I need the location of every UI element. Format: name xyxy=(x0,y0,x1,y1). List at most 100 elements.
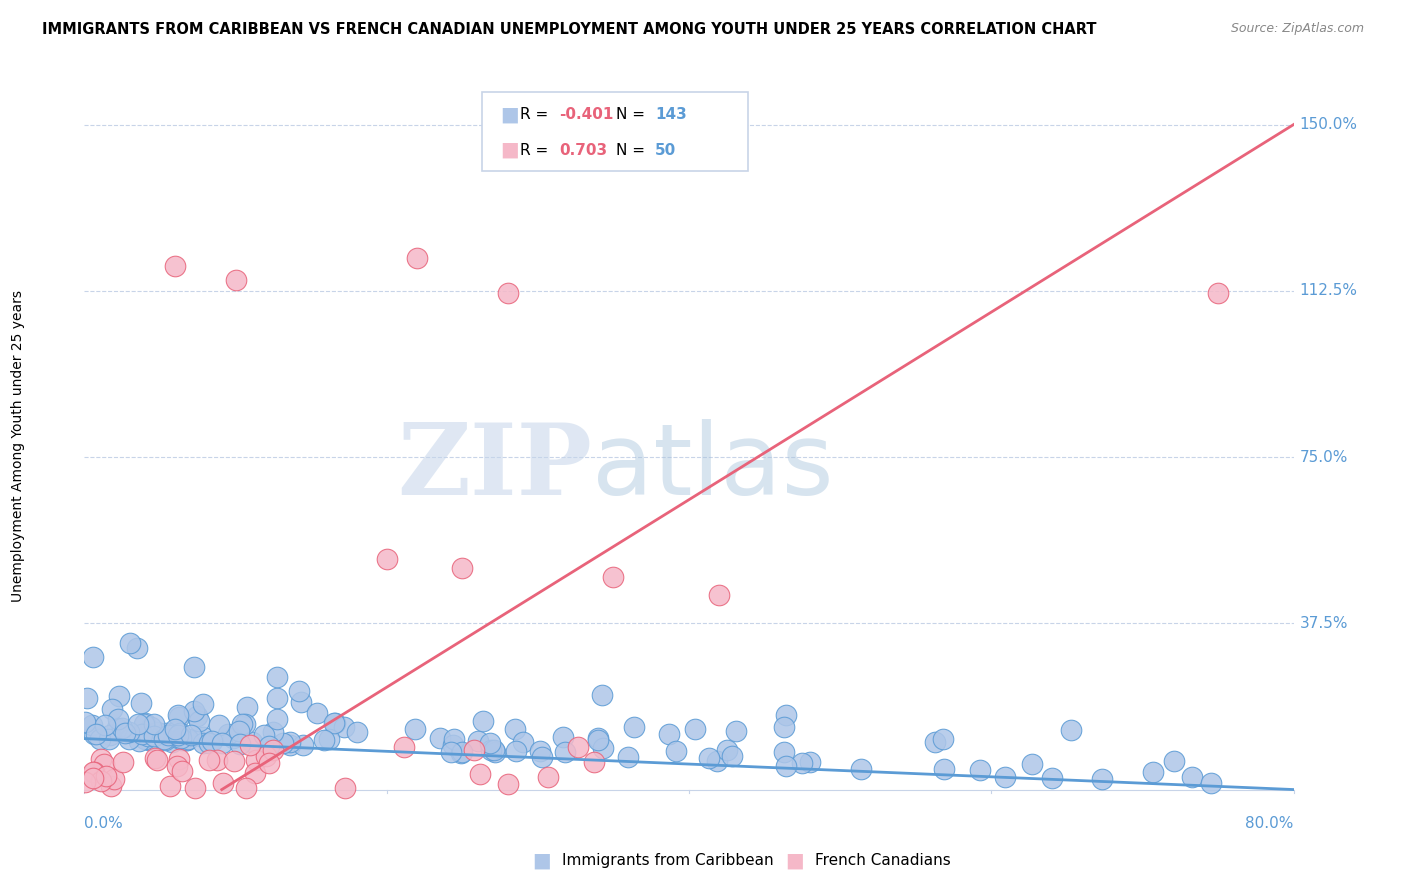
Point xyxy=(529,744,551,758)
Point xyxy=(451,561,474,575)
Point xyxy=(479,743,502,757)
Point xyxy=(120,636,142,650)
Text: 150.0%: 150.0% xyxy=(1299,117,1358,132)
Point xyxy=(118,732,141,747)
Point xyxy=(94,769,117,783)
Point xyxy=(167,728,190,742)
Point xyxy=(180,727,202,741)
Point xyxy=(114,726,136,740)
Point xyxy=(554,745,576,759)
Point xyxy=(217,727,239,741)
Point xyxy=(467,734,489,748)
Point xyxy=(1060,723,1083,737)
Point xyxy=(143,751,166,765)
Point xyxy=(83,727,105,741)
Text: Source: ZipAtlas.com: Source: ZipAtlas.com xyxy=(1230,22,1364,36)
Point xyxy=(591,688,613,702)
Point xyxy=(186,708,208,723)
Point xyxy=(496,286,519,301)
Point xyxy=(188,714,211,728)
Point xyxy=(278,734,301,748)
Point xyxy=(271,735,294,749)
Text: 112.5%: 112.5% xyxy=(1299,284,1358,298)
Point xyxy=(318,732,340,747)
Point xyxy=(183,660,205,674)
Point xyxy=(143,717,166,731)
Point xyxy=(586,731,609,746)
Text: 143: 143 xyxy=(655,107,688,122)
Point xyxy=(222,731,245,745)
Point xyxy=(551,730,574,744)
Point xyxy=(496,777,519,791)
Text: ▪: ▪ xyxy=(531,847,551,875)
Point xyxy=(685,723,707,737)
Point xyxy=(245,753,267,767)
Point xyxy=(107,712,129,726)
Point xyxy=(292,739,315,753)
Point xyxy=(83,765,105,780)
Point xyxy=(108,690,131,704)
Point xyxy=(253,728,276,742)
Point xyxy=(617,750,640,764)
Point xyxy=(429,731,451,745)
Point xyxy=(155,733,177,747)
Point xyxy=(932,762,955,776)
Point xyxy=(1091,772,1114,786)
Point xyxy=(166,724,188,739)
Point xyxy=(73,715,96,730)
Point xyxy=(208,718,231,732)
Point xyxy=(82,718,104,732)
Point xyxy=(775,707,797,722)
Point xyxy=(184,780,207,795)
Point xyxy=(100,779,122,793)
Point xyxy=(146,725,169,739)
Point xyxy=(205,753,228,767)
Point xyxy=(512,734,534,748)
Text: IMMIGRANTS FROM CARIBBEAN VS FRENCH CANADIAN UNEMPLOYMENT AMONG YOUTH UNDER 25 Y: IMMIGRANTS FROM CARIBBEAN VS FRENCH CANA… xyxy=(42,22,1097,37)
Text: ZIP: ZIP xyxy=(398,419,592,516)
Point xyxy=(346,725,368,739)
Text: 50: 50 xyxy=(655,143,676,158)
Point xyxy=(716,742,738,756)
Point xyxy=(451,745,474,759)
Point xyxy=(211,736,233,750)
Point xyxy=(160,735,183,749)
Point xyxy=(375,552,398,566)
Point xyxy=(222,755,245,769)
Text: ▪: ▪ xyxy=(499,101,520,129)
Text: French Canadians: French Canadians xyxy=(815,854,952,868)
Point xyxy=(117,725,139,739)
Point xyxy=(90,751,112,765)
Point xyxy=(174,732,197,747)
Text: N =: N = xyxy=(616,143,650,158)
Point xyxy=(772,720,794,734)
Point xyxy=(177,732,200,747)
Point xyxy=(233,716,256,731)
Text: 0.703: 0.703 xyxy=(560,143,607,158)
Point xyxy=(231,717,253,731)
Point xyxy=(101,701,124,715)
Point xyxy=(228,723,250,738)
Point xyxy=(159,779,181,793)
Point xyxy=(924,735,946,749)
Text: Unemployment Among Youth under 25 years: Unemployment Among Youth under 25 years xyxy=(11,290,25,602)
Point xyxy=(969,763,991,777)
Point xyxy=(1181,770,1204,784)
Point xyxy=(170,733,193,747)
Point xyxy=(266,691,288,706)
Point xyxy=(191,730,214,744)
Point xyxy=(105,722,128,736)
Point xyxy=(94,718,117,732)
Point xyxy=(404,722,426,736)
Point xyxy=(262,725,284,739)
Point xyxy=(567,739,589,754)
Point xyxy=(799,755,821,769)
Point xyxy=(132,716,155,731)
Point xyxy=(103,772,125,786)
Point xyxy=(198,736,221,750)
Point xyxy=(706,754,728,768)
Point xyxy=(443,731,465,746)
Point xyxy=(1040,772,1063,786)
Text: Immigrants from Caribbean: Immigrants from Caribbean xyxy=(562,854,775,868)
Point xyxy=(266,712,288,726)
